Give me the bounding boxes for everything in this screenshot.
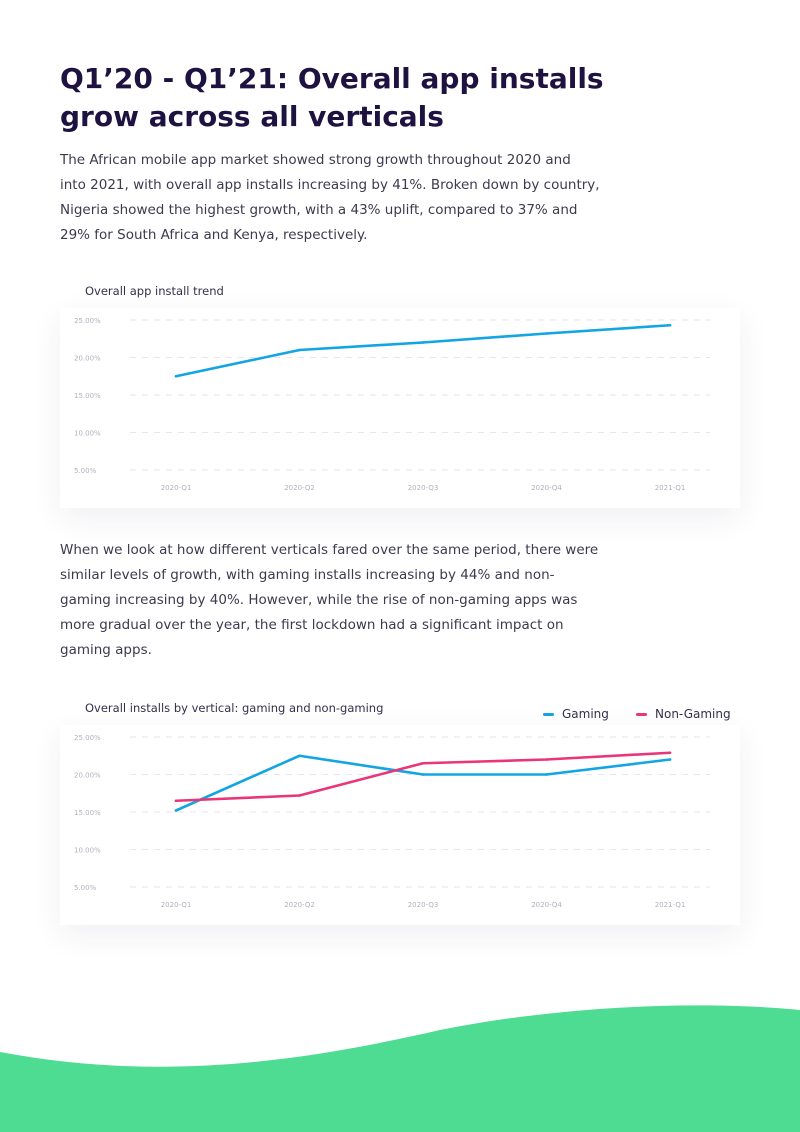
data-point — [174, 799, 178, 803]
y-tick-label: 20.00% — [74, 772, 101, 780]
data-point — [421, 761, 425, 765]
data-point — [298, 794, 301, 797]
legend-gaming: Gaming — [543, 707, 609, 721]
y-tick-label: 5.00% — [74, 467, 97, 475]
page-title: Q1’20 - Q1’21: Overall app installs grow… — [60, 62, 604, 133]
x-tick-label: 2020-Q2 — [284, 901, 315, 909]
chart-2-card — [60, 725, 740, 925]
y-tick-label: 20.00% — [74, 355, 101, 363]
y-tick-label: 15.00% — [74, 392, 101, 400]
data-point — [298, 348, 301, 352]
x-tick-label: 2020-Q1 — [161, 901, 192, 909]
legend-non-gaming: Non-Gaming — [636, 707, 731, 721]
chart-2-title: Overall installs by vertical: gaming and… — [85, 701, 384, 715]
y-tick-label: 10.00% — [74, 430, 101, 438]
data-point — [421, 773, 425, 776]
data-point — [668, 758, 672, 761]
y-tick-label: 5.00% — [74, 884, 97, 892]
data-point — [545, 773, 548, 776]
x-tick-label: 2020-Q2 — [284, 484, 315, 492]
wave-shape — [0, 1005, 800, 1132]
legend-non-gaming-swatch — [636, 712, 647, 716]
data-point — [545, 758, 548, 761]
x-tick-label: 2021-Q1 — [655, 901, 686, 909]
y-tick-label: 25.00% — [74, 734, 101, 742]
x-tick-label: 2020-Q3 — [408, 484, 439, 492]
chart-1: 5.00% 10.00% 15.00% 20.00% 25.00% 2020-Q1 2020… — [74, 317, 710, 492]
x-tick-label: 2020-Q4 — [531, 484, 562, 492]
legend-gaming-label: Gaming — [562, 707, 609, 721]
x-tick-label: 2020-Q1 — [161, 484, 192, 492]
legend-gaming-swatch — [543, 712, 554, 716]
y-tick-label: 25.00% — [74, 317, 101, 325]
intro-paragraph: The African mobile app market showed str… — [60, 152, 600, 243]
y-tick-label: 10.00% — [74, 847, 101, 855]
data-point — [668, 751, 672, 755]
legend-non-gaming-label: Non-Gaming — [655, 707, 731, 721]
data-point — [421, 341, 425, 344]
y-tick-label: 15.00% — [74, 809, 101, 817]
x-tick-label: 2021-Q1 — [655, 484, 686, 492]
decorative-wave — [0, 1005, 800, 1132]
verticals-paragraph: When we look at how different verticals … — [60, 542, 599, 658]
data-point — [298, 754, 301, 758]
chart-2: 5.00% 10.00% 15.00% 20.00% 25.00% 2020-Q1 2020… — [74, 734, 710, 909]
series-line-overall — [174, 323, 672, 378]
data-point — [174, 374, 178, 378]
chart-1-title: Overall app install trend — [85, 284, 224, 298]
x-tick-label: 2020-Q4 — [531, 901, 562, 909]
data-point — [668, 323, 672, 327]
data-point — [174, 809, 178, 812]
chart-1-card — [60, 308, 740, 508]
data-point — [545, 332, 548, 335]
x-tick-label: 2020-Q3 — [408, 901, 439, 909]
